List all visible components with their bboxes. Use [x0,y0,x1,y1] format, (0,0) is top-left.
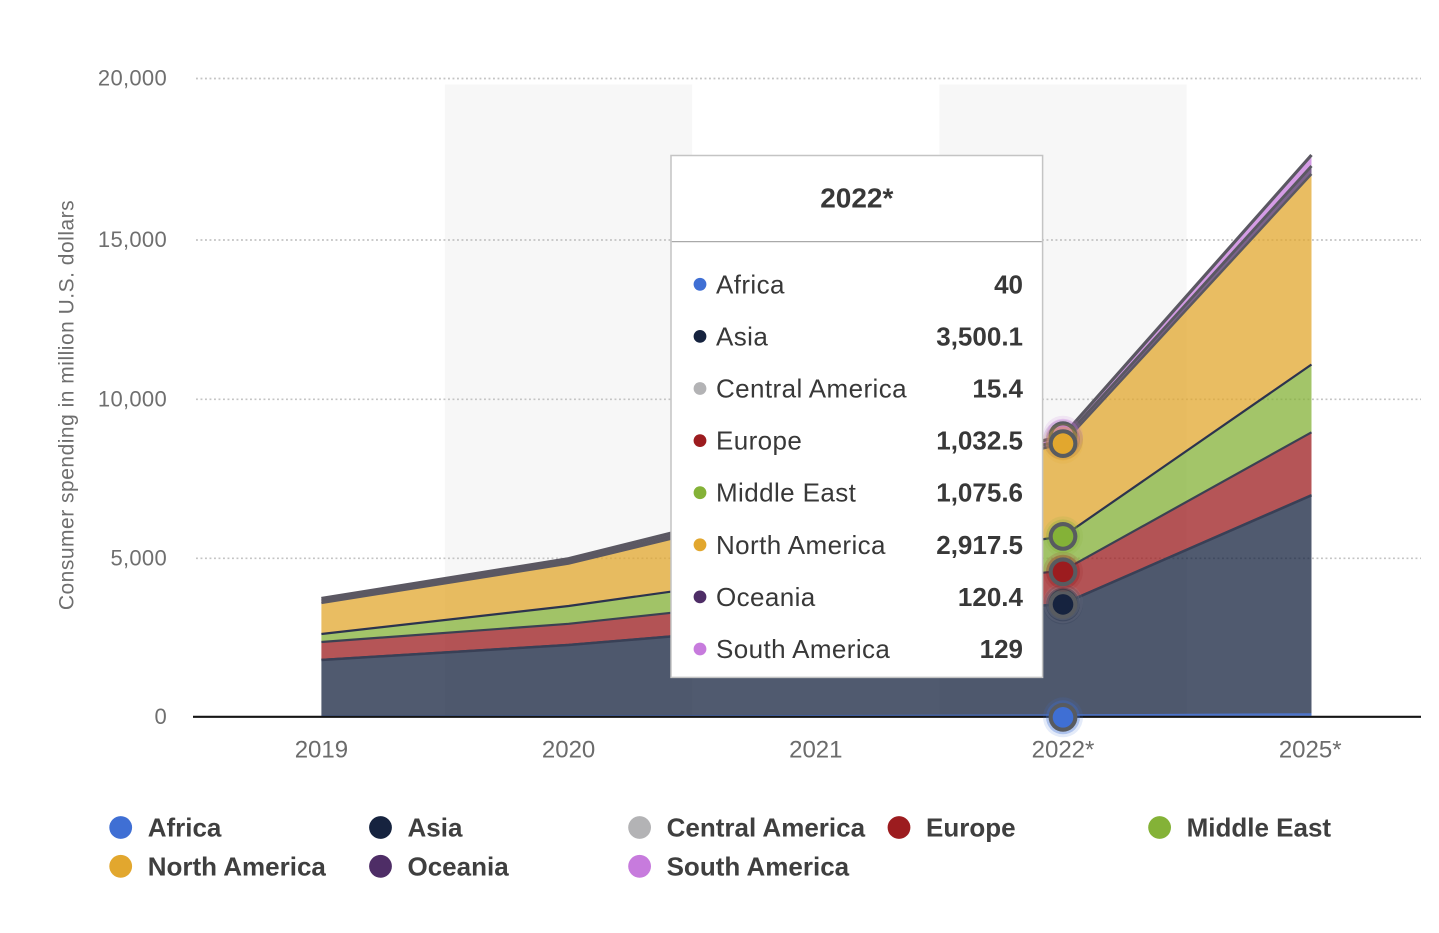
svg-text:15,000: 15,000 [98,227,167,252]
svg-text:2021: 2021 [789,737,842,764]
svg-text:0: 0 [154,704,167,729]
svg-text:Africa: Africa [148,813,222,843]
svg-text:Central America: Central America [667,813,866,843]
svg-text:2022*: 2022* [820,183,893,214]
svg-text:Middle East: Middle East [716,478,857,508]
svg-text:Asia: Asia [408,813,463,843]
svg-text:15.4: 15.4 [972,374,1023,404]
svg-text:North America: North America [716,530,886,560]
svg-text:2025*: 2025* [1279,737,1342,764]
svg-text:1,032.5: 1,032.5 [936,426,1023,456]
svg-text:Oceania: Oceania [408,851,510,881]
svg-text:40: 40 [994,269,1023,299]
svg-text:Central America: Central America [716,374,907,404]
svg-text:2,917.5: 2,917.5 [936,530,1023,560]
svg-text:10,000: 10,000 [98,387,167,412]
svg-text:1,075.6: 1,075.6 [936,478,1023,508]
svg-text:Asia: Asia [716,321,768,351]
svg-text:2022*: 2022* [1032,737,1095,764]
svg-text:Middle East: Middle East [1187,813,1332,843]
svg-text:2019: 2019 [295,737,348,764]
svg-text:North America: North America [148,851,327,881]
svg-text:South America: South America [716,634,890,664]
svg-text:20,000: 20,000 [98,66,167,91]
svg-text:Africa: Africa [716,269,785,299]
svg-text:129: 129 [980,634,1023,664]
svg-text:Oceania: Oceania [716,582,816,612]
svg-text:2020: 2020 [542,737,595,764]
svg-text:Consumer spending in million U: Consumer spending in million U.S. dollar… [56,200,79,610]
svg-text:South America: South America [667,851,850,881]
svg-text:Europe: Europe [926,813,1016,843]
svg-text:120.4: 120.4 [958,582,1024,612]
svg-text:5,000: 5,000 [110,546,167,571]
svg-text:3,500.1: 3,500.1 [936,321,1023,351]
svg-text:Europe: Europe [716,426,802,456]
